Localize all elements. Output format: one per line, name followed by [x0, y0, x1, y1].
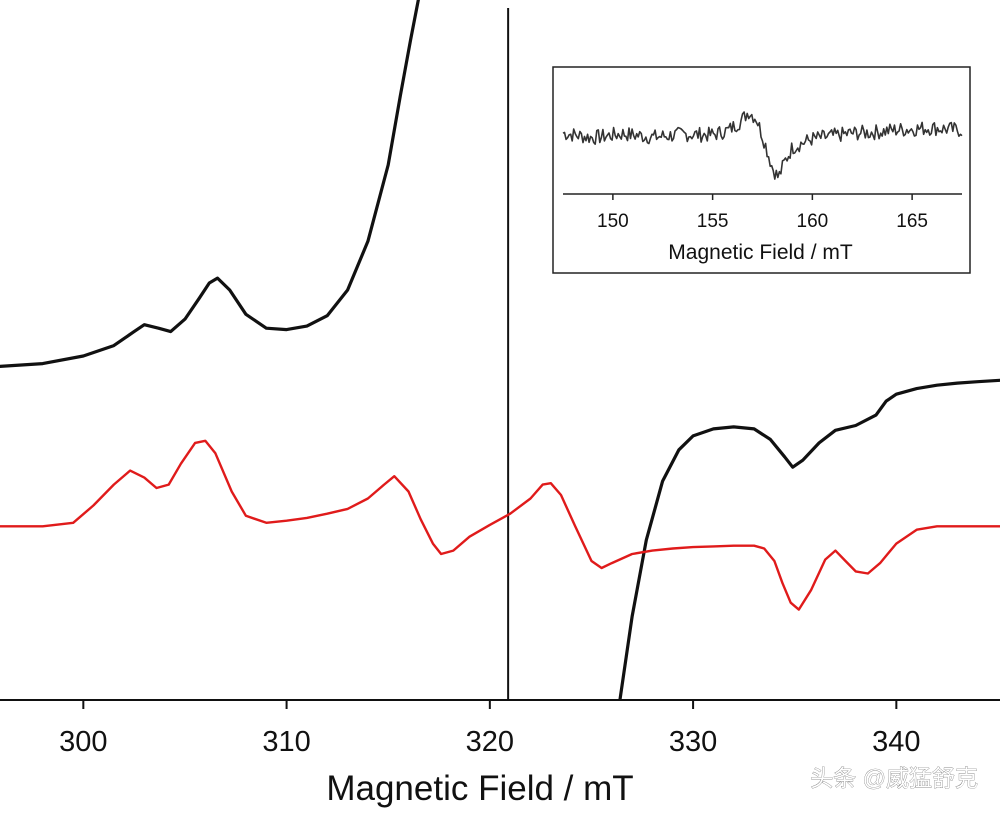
- inset-series: [562, 111, 963, 180]
- main-x-ticks: 300 310 320 330 340: [59, 700, 921, 758]
- series-line-simulated: [0, 439, 1000, 611]
- watermark-text: 头条 @威猛舒克: [810, 765, 978, 791]
- main-x-axis-label: Magnetic Field / mT: [326, 769, 633, 808]
- main-x-tick-label: 310: [262, 726, 310, 758]
- series-line-experimental: [0, 0, 420, 368]
- inset-frame: [552, 66, 971, 274]
- inset-x-tick-label: 165: [896, 211, 928, 232]
- inset-x-tick-label: 150: [597, 211, 629, 232]
- main-x-tick-label: 330: [669, 726, 717, 758]
- inset-x-tick-label: 160: [797, 211, 829, 232]
- main-x-tick-label: 300: [59, 726, 107, 758]
- main-series: [0, 0, 1000, 700]
- inset-x-tick-label: 155: [697, 211, 729, 232]
- watermark: 头条 @威猛舒克: [810, 765, 978, 792]
- main-x-tick-label: 320: [466, 726, 514, 758]
- inset-series-line: [562, 111, 963, 180]
- inset-x-axis-label: Magnetic Field / mT: [668, 241, 853, 264]
- inset-x-ticks: 150 155 160 165: [597, 194, 928, 232]
- series-line-experimental-high-field: [618, 378, 1000, 700]
- inset-plot: 150 155 160 165 Magnetic Field / mT: [552, 66, 971, 274]
- main-x-tick-label: 340: [872, 726, 920, 758]
